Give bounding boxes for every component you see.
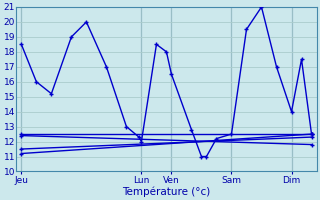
- X-axis label: Température (°c): Température (°c): [122, 186, 211, 197]
